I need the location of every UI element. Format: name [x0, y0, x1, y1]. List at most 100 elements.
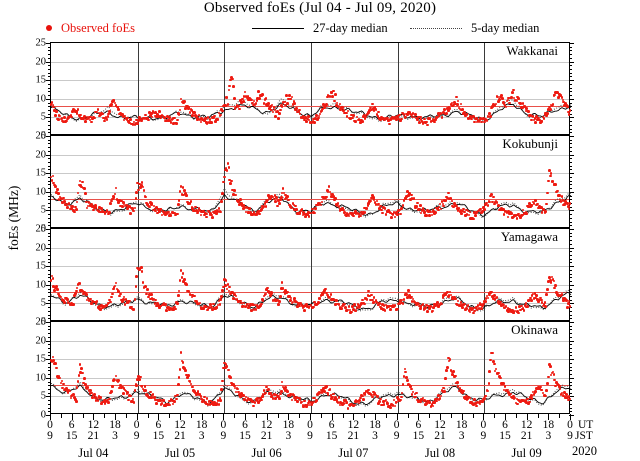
y-tick-minor	[48, 214, 51, 216]
observed-data-point	[152, 297, 156, 301]
observed-data-point	[499, 95, 502, 99]
observed-data-point	[100, 207, 103, 210]
x-tick	[223, 414, 225, 420]
observed-data-point	[388, 404, 391, 408]
observed-data-point	[109, 202, 112, 205]
observed-data-point	[515, 99, 519, 103]
observed-data-point	[491, 295, 494, 298]
y-axis-title: foEs (MHz)	[6, 185, 21, 251]
observed-data-point	[514, 306, 518, 309]
y-tick-minor	[569, 180, 572, 182]
observed-data-point	[232, 85, 235, 88]
x-tick-label-ut: 18	[369, 419, 381, 431]
x-tick-label-ut: 12	[520, 419, 533, 431]
observed-data-point	[275, 196, 278, 199]
observed-data-point	[514, 401, 518, 405]
observed-data-point	[277, 199, 280, 202]
observed-data-point	[540, 211, 544, 214]
observed-data-point	[492, 195, 495, 199]
observed-data-point	[218, 397, 222, 400]
observed-data-point	[82, 117, 85, 120]
y-tick-label: 0	[40, 409, 46, 421]
observed-data-point	[277, 302, 280, 306]
observed-data-point	[106, 115, 110, 119]
observed-data-point	[223, 168, 227, 172]
observed-data-point	[139, 184, 143, 187]
observed-data-point	[352, 214, 355, 218]
observed-data-point	[121, 300, 124, 303]
observed-data-point	[401, 383, 405, 387]
observed-data-point	[342, 208, 345, 212]
observed-data-point	[196, 390, 200, 393]
y-tick-minor	[569, 217, 572, 219]
observed-data-point	[528, 298, 531, 302]
observed-data-point	[429, 405, 433, 408]
observed-data-point	[320, 391, 324, 394]
observed-data-point	[354, 309, 358, 312]
y-tick	[569, 415, 574, 416]
observed-data-point	[454, 297, 457, 301]
y-tick-minor	[569, 57, 572, 59]
y-tick-minor	[569, 83, 572, 85]
observed-data-point	[73, 210, 76, 214]
observed-data-point	[254, 307, 258, 311]
observed-data-point	[450, 297, 454, 301]
observed-data-point	[281, 385, 285, 389]
observed-data-point	[520, 213, 524, 217]
y-tick	[569, 154, 574, 156]
observed-data-point	[422, 308, 426, 311]
observed-data-point	[267, 193, 270, 197]
observed-data-point	[183, 189, 186, 192]
y-tick	[46, 303, 51, 305]
observed-data-point	[485, 201, 489, 205]
observed-data-point	[415, 205, 418, 208]
observed-data-point	[498, 98, 501, 101]
y-tick-minor	[569, 139, 572, 141]
observed-data-point	[230, 179, 233, 183]
observed-data-point	[84, 291, 87, 295]
observed-data-point	[148, 292, 151, 296]
observed-data-point	[204, 402, 208, 406]
y-tick-minor	[48, 217, 51, 219]
x-tick-label-ut: 12	[87, 419, 100, 431]
observed-data-point	[227, 289, 231, 293]
observed-data-point	[359, 121, 362, 124]
observed-data-point	[56, 118, 60, 122]
y-tick-minor	[569, 91, 572, 93]
reference-line	[51, 106, 569, 108]
observed-data-point	[405, 292, 408, 296]
observed-data-point	[229, 182, 232, 185]
observed-data-point	[153, 208, 157, 211]
observed-data-point	[325, 385, 328, 389]
observed-data-point	[112, 99, 116, 103]
observed-data-point	[238, 393, 241, 396]
observed-data-point	[393, 404, 397, 408]
observed-data-point	[274, 114, 278, 118]
observed-data-point	[163, 116, 167, 119]
observed-data-point	[134, 197, 138, 200]
y-tick-minor	[569, 262, 572, 264]
x-tick	[125, 414, 127, 418]
observed-data-point	[282, 387, 286, 391]
observed-data-point	[117, 290, 120, 293]
y-tick-minor	[48, 91, 51, 93]
observed-data-point	[490, 106, 493, 110]
observed-data-point	[97, 210, 101, 214]
observed-data-point	[245, 206, 249, 209]
observed-data-point	[269, 197, 272, 200]
observed-data-point	[279, 295, 282, 298]
observed-data-point	[408, 111, 411, 114]
observed-data-point	[50, 360, 54, 363]
day-separator	[484, 229, 486, 320]
observed-data-point	[351, 116, 354, 120]
observed-data-point	[121, 205, 124, 208]
y-tick-minor	[48, 124, 51, 126]
legend-item-observed: Observed foEs	[46, 20, 135, 36]
day-separator	[137, 322, 139, 413]
observed-data-point	[187, 290, 191, 294]
observed-data-point	[255, 99, 259, 102]
observed-data-point	[110, 390, 113, 393]
median5-curve	[50, 98, 572, 123]
gridline	[51, 154, 569, 156]
observed-data-point	[319, 294, 323, 297]
